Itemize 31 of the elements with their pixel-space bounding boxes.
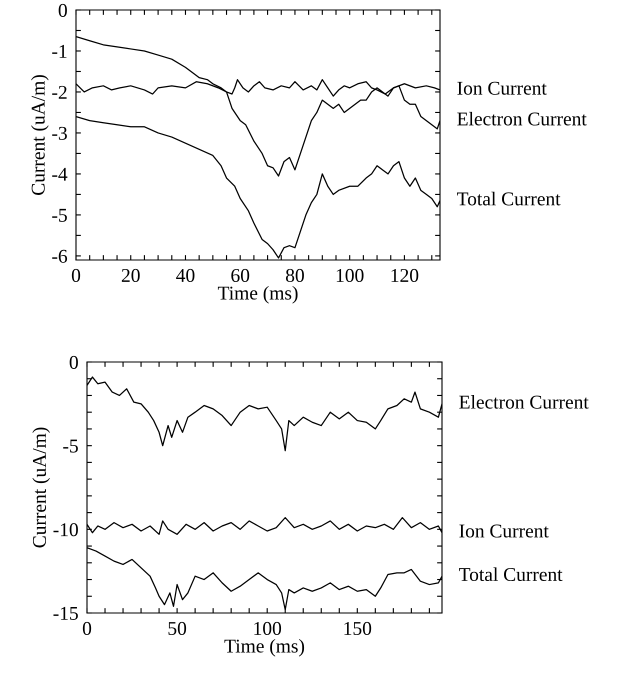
- y-tick-label: -5: [63, 440, 78, 453]
- legend-label: Total Current: [457, 192, 560, 206]
- x-tick-label: 80: [286, 268, 304, 282]
- y-axis-title: Current (uA/m): [32, 428, 50, 548]
- y-tick-label: -2: [52, 86, 67, 99]
- y-tick-label: -4: [52, 168, 68, 181]
- legend-label: Ion Current: [457, 82, 547, 95]
- legend-label: Ion Current: [459, 524, 549, 538]
- x-tick-label: 40: [176, 268, 194, 282]
- legend-label: Electron Current: [459, 395, 589, 409]
- x-tick-label: 100: [336, 268, 364, 282]
- y-tick-label: -6: [52, 250, 68, 263]
- x-tick-label: 20: [122, 268, 140, 282]
- x-tick-label: 100: [254, 622, 282, 636]
- y-tick-label: -3: [52, 126, 67, 140]
- y-tick-label: -1: [52, 44, 66, 58]
- legend-label: Electron Current: [457, 112, 587, 126]
- x-tick-label: 50: [168, 622, 186, 636]
- x-tick-label: 120: [392, 268, 418, 282]
- y-tick-label: 0: [70, 356, 78, 369]
- y-tick-label: -10: [53, 523, 78, 536]
- x-axis-title: Time (ms): [224, 638, 304, 657]
- x-axis-title: Time (ms): [218, 286, 298, 304]
- x-tick-label: 0: [82, 622, 92, 636]
- y-tick-label: 0: [58, 4, 67, 17]
- x-tick-label: 150: [344, 622, 372, 636]
- y-axis-title: Current (uA/m): [31, 75, 49, 195]
- x-tick-label: 60: [231, 268, 250, 282]
- y-tick-label: -15: [53, 606, 78, 620]
- legend-label: Total Current: [459, 567, 562, 582]
- y-tick-label: -5: [52, 208, 67, 222]
